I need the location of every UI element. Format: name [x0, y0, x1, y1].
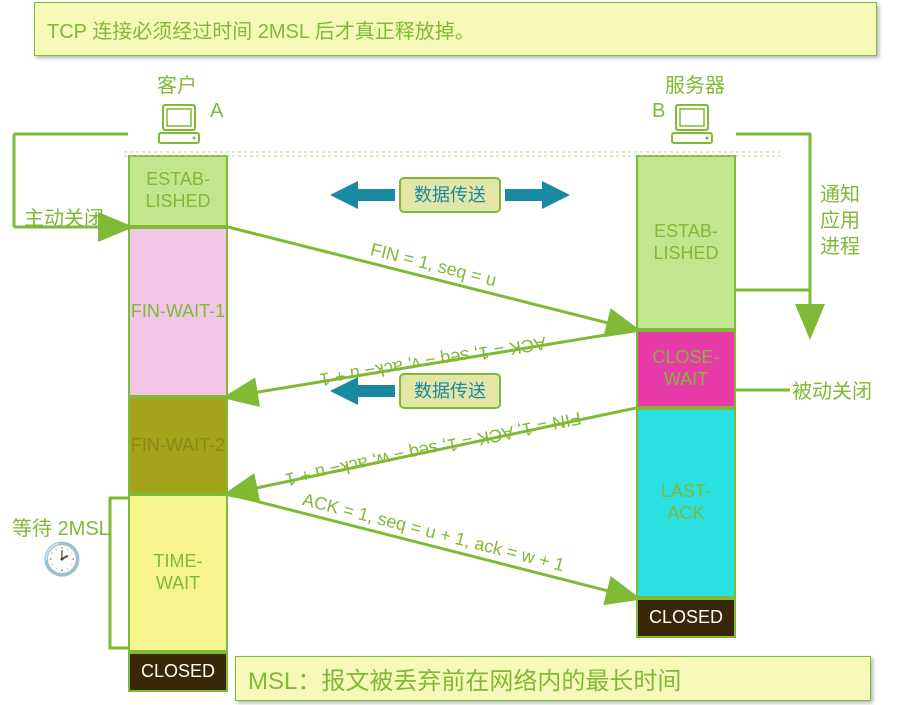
server-state-0: ESTAB-LISHED: [636, 155, 736, 330]
bottom-banner-text: MSL：报文被丢弃前在网络内的最长时间: [248, 661, 681, 696]
computer-b-icon: [670, 100, 720, 150]
server-state-3: CLOSED: [636, 598, 736, 638]
top-banner-text: TCP 连接必须经过时间 2MSL 后才真正释放掉。: [47, 15, 475, 44]
data-transfer-text-1: 数据传送: [414, 381, 486, 401]
diagram-canvas: TCP 连接必须经过时间 2MSL 后才真正释放掉。 客户 服务器 A B ES…: [0, 0, 911, 705]
client-state-1: FIN-WAIT-1: [128, 227, 228, 397]
client-state-4: CLOSED: [128, 652, 228, 692]
clock-icon: 🕑: [42, 540, 82, 578]
data-transfer-text-0: 数据传送: [414, 185, 486, 205]
teal-arrow-left-1: [330, 377, 395, 405]
message-label-0: FIN = 1, seq = u: [368, 239, 498, 290]
wait-2msl-label: 等待 2MSL: [12, 512, 110, 541]
data-transfer-pill-0: [400, 178, 500, 212]
top-banner: TCP 连接必须经过时间 2MSL 后才真正释放掉。: [34, 2, 877, 56]
server-state-2: LAST-ACK: [636, 408, 736, 598]
notify-app-path: [736, 134, 810, 290]
passive-close-label: 被动关闭: [792, 375, 872, 404]
message-arrow-1: [228, 330, 636, 397]
notify-app-label: 通知应用进程: [820, 182, 870, 260]
server-state-1: CLOSE-WAIT: [636, 330, 736, 408]
bottom-banner: MSL：报文被丢弃前在网络内的最长时间: [235, 656, 871, 701]
message-label-3: ACK = 1, seq = u + 1, ack = w + 1: [300, 489, 566, 575]
message-label-2: FIN = 1, ACK = 1, seq = w, ack= u + 1: [284, 408, 583, 490]
message-arrow-0: [228, 227, 636, 330]
teal-arrow-left-0: [330, 181, 395, 209]
server-header: 服务器: [665, 69, 725, 98]
client-state-0: ESTAB-LISHED: [128, 155, 228, 227]
node-a-label: A: [210, 100, 223, 123]
message-arrow-3: [228, 494, 636, 598]
message-arrow-2: [228, 408, 636, 494]
teal-arrow-right-0: [505, 181, 570, 209]
message-label-1: ACK = 1, seq = v, ack= u + 1: [318, 333, 547, 390]
computer-a-icon: [157, 100, 207, 150]
node-b-label: B: [652, 100, 665, 123]
active-close-label: 主动关闭: [24, 202, 104, 231]
wait-2msl-bracket: [110, 498, 128, 648]
client-state-3: TIME-WAIT: [128, 494, 228, 652]
client-state-2: FIN-WAIT-2: [128, 397, 228, 494]
data-transfer-pill-1: [400, 374, 500, 408]
client-header: 客户: [157, 69, 197, 98]
